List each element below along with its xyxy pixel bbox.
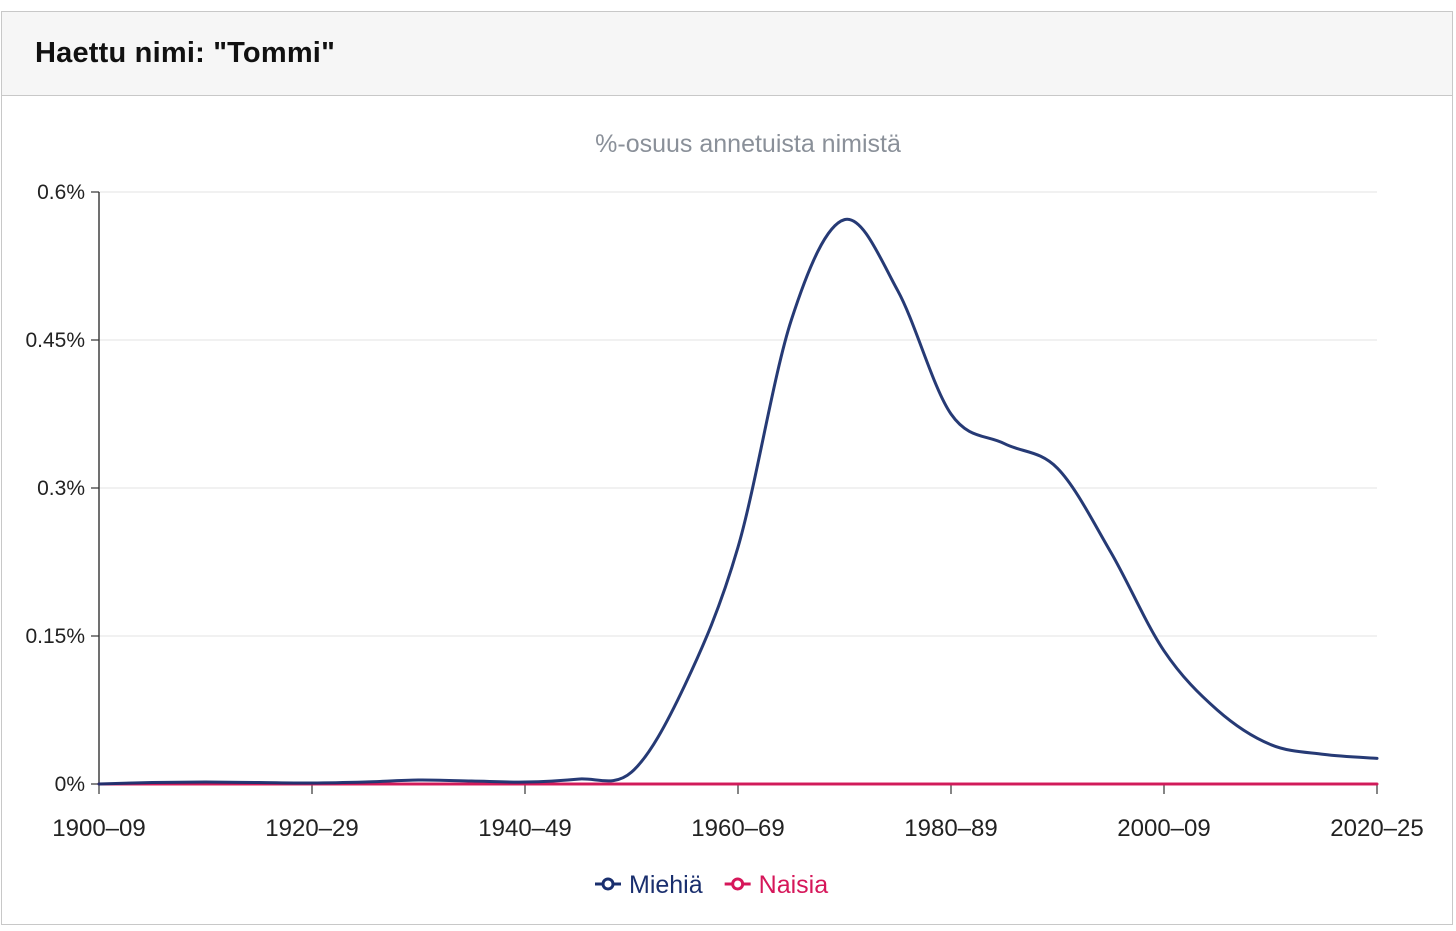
- chart-card: Haettu nimi: "Tommi" %-osuus annetuista …: [1, 11, 1453, 925]
- y-tick-label: 0.45%: [25, 329, 85, 352]
- y-tick-label: 0.15%: [25, 625, 85, 648]
- chart-title: %-osuus annetuista nimistä: [595, 130, 901, 158]
- y-tick-label: 0.6%: [37, 181, 85, 204]
- y-tick-label: 0%: [55, 773, 85, 796]
- x-tick-label: 2020–25: [1330, 815, 1423, 842]
- legend-marker-naisia: [731, 877, 745, 891]
- x-tick-label: 1900–09: [52, 815, 145, 842]
- legend-marker-miehi-: [601, 877, 615, 891]
- legend-label-miehi-: Miehiä: [629, 871, 703, 899]
- series-line-miehi-: [97, 217, 1379, 786]
- x-tick-label: 2000–09: [1117, 815, 1210, 842]
- card-header: Haettu nimi: "Tommi": [2, 12, 1452, 96]
- x-tick-label: 1980–89: [904, 815, 997, 842]
- y-tick-label: 0.3%: [37, 477, 85, 500]
- x-tick-label: 1960–69: [691, 815, 784, 842]
- line-chart: %-osuus annetuista nimistä 0% 0.15% 0.3% 0.4…: [25, 130, 1423, 899]
- x-tick-label: 1920–29: [265, 815, 358, 842]
- page-title: Haettu nimi: "Tommi": [35, 37, 336, 69]
- chart-area: %-osuus annetuista nimistä 0% 0.15% 0.3% 0.4…: [2, 96, 1452, 924]
- legend-label-naisia: Naisia: [759, 871, 829, 899]
- x-tick-label: 1940–49: [478, 815, 571, 842]
